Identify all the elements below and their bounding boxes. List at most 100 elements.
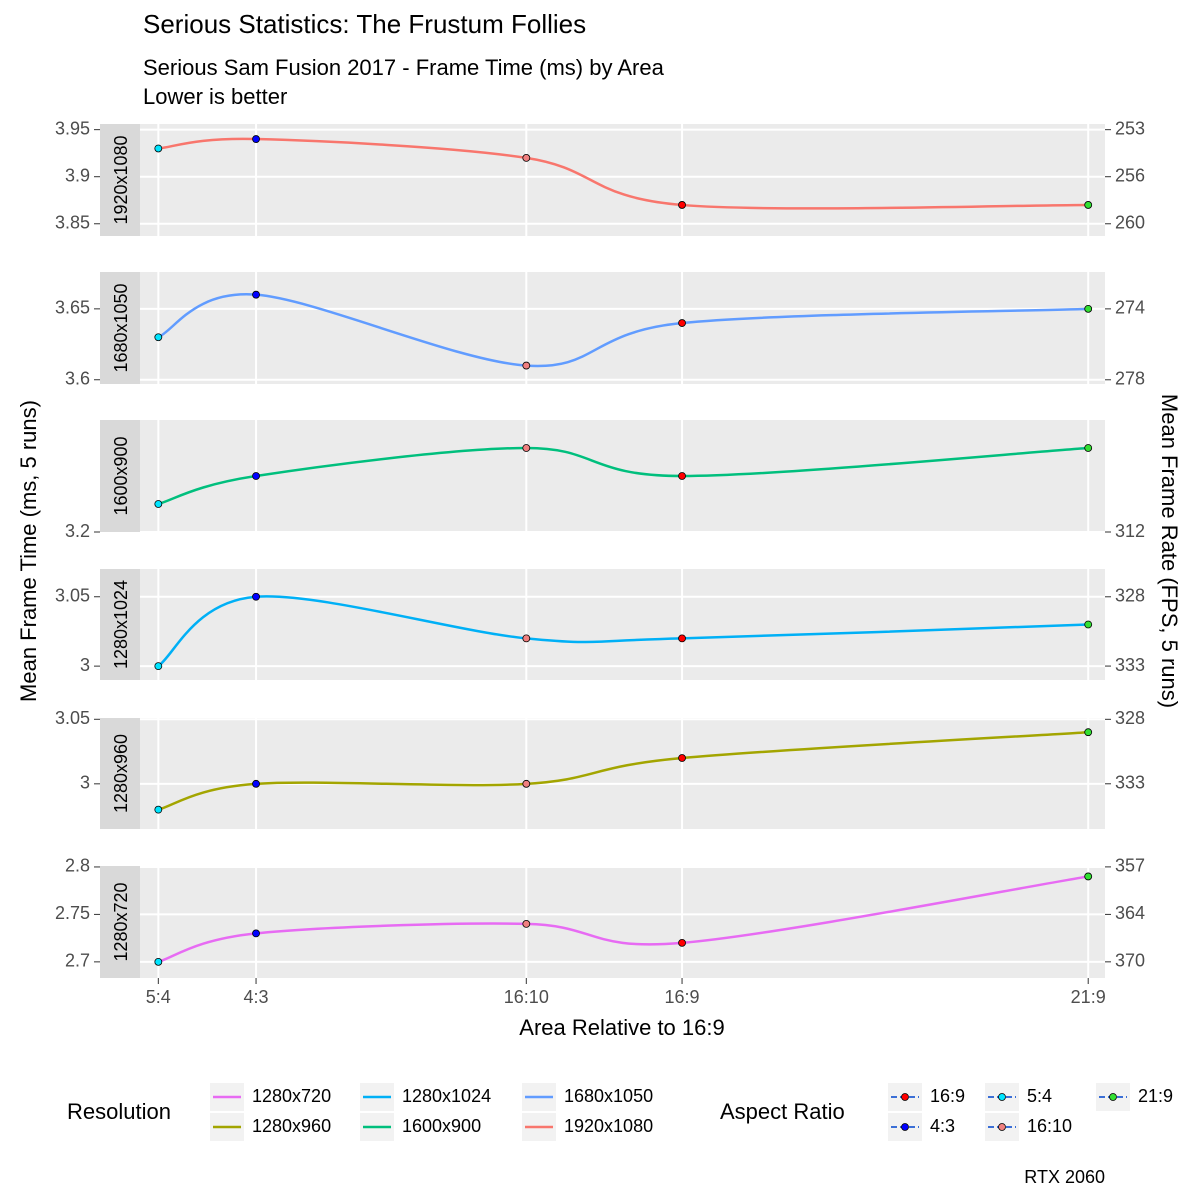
data-point [1084, 444, 1093, 452]
data-point [678, 634, 686, 643]
data-point [1084, 728, 1093, 737]
data-point [678, 319, 686, 327]
y2-tick-label: 256 [1115, 165, 1145, 185]
data-point [1084, 872, 1093, 881]
legend-label: 21:9 [1138, 1086, 1173, 1106]
data-point [678, 472, 686, 480]
data-point [522, 779, 531, 788]
legend-swatch [998, 1123, 1006, 1131]
y-axis-label: Mean Frame Time (ms, 5 runs) [16, 400, 41, 702]
y2-tick-label: 328 [1115, 708, 1145, 728]
legend-label: 1920x1080 [564, 1116, 653, 1136]
facet-strip [100, 420, 140, 532]
facet-label: 1280x960 [111, 734, 131, 813]
subtitle: Lower is better [143, 84, 287, 109]
data-point [1084, 201, 1093, 209]
series-line [157, 293, 1089, 368]
chart-title: Serious Statistics: The Frustum Follies [143, 9, 586, 39]
legend-swatch [901, 1123, 909, 1131]
data-point [522, 919, 531, 928]
data-point [252, 779, 260, 788]
panel [140, 272, 1105, 384]
legend-swatch [1109, 1093, 1117, 1101]
data-point [252, 472, 260, 480]
data-point [1084, 620, 1093, 629]
caption: RTX 2060 [1024, 1167, 1105, 1187]
data-point [154, 805, 163, 814]
y-tick-label: 2.7 [65, 951, 90, 971]
data-point [252, 290, 260, 299]
facet-label: 1280x1024 [111, 580, 131, 669]
data-point [252, 135, 260, 143]
y-tick-label: 3.6 [65, 368, 90, 388]
data-point [678, 754, 686, 762]
legend-label: 1280x1024 [402, 1086, 491, 1106]
y-tick-label: 3 [80, 773, 90, 793]
panel [140, 718, 1105, 829]
x-tick-label: 4:3 [244, 987, 269, 1007]
facet-label: 1280x720 [111, 882, 131, 961]
data-point [678, 938, 686, 947]
y-tick-label: 3.9 [65, 165, 90, 185]
legend-label: 1280x960 [252, 1116, 331, 1136]
panel [140, 866, 1105, 978]
legend-label: 1280x720 [252, 1086, 331, 1106]
legend-swatch [998, 1093, 1006, 1101]
data-point [154, 144, 163, 153]
facet-strip [100, 866, 140, 978]
y2-tick-label: 333 [1115, 655, 1145, 675]
legend-label: 5:4 [1027, 1086, 1052, 1106]
y2-tick-label: 328 [1115, 586, 1145, 606]
data-point [522, 153, 531, 162]
legend-label: 4:3 [930, 1116, 955, 1136]
legend-swatch [901, 1093, 909, 1101]
y-tick-label: 3.85 [55, 213, 90, 233]
y2-tick-label: 357 [1115, 856, 1145, 876]
x-tick-label: 21:9 [1071, 987, 1106, 1007]
legend-label: 1600x900 [402, 1116, 481, 1136]
data-point [522, 361, 531, 370]
y-tick-label: 3.65 [55, 298, 90, 318]
data-point [154, 333, 163, 342]
legend-label: 1680x1050 [564, 1086, 653, 1106]
y2-tick-label: 260 [1115, 213, 1145, 233]
y2-axis-label: Mean Frame Rate (FPS, 5 runs) [1157, 394, 1182, 708]
legend-title: Aspect Ratio [720, 1099, 845, 1124]
y2-tick-label: 274 [1115, 298, 1145, 318]
x-tick-label: 16:10 [504, 987, 549, 1007]
data-point [522, 634, 531, 643]
data-point [522, 444, 531, 452]
panel [140, 124, 1105, 236]
data-point [678, 201, 686, 209]
legend-label: 16:9 [930, 1086, 965, 1106]
facet-strip [100, 718, 140, 829]
y2-tick-label: 370 [1115, 951, 1145, 971]
data-point [154, 957, 163, 966]
y2-tick-label: 364 [1115, 903, 1145, 923]
y-tick-label: 3.05 [55, 586, 90, 606]
facet-strip [100, 124, 140, 236]
facet-label: 1680x1050 [111, 283, 131, 372]
data-point [154, 500, 163, 508]
series-line [157, 595, 1089, 668]
y-tick-label: 3.2 [65, 521, 90, 541]
y-tick-label: 2.75 [55, 903, 90, 923]
y2-tick-label: 312 [1115, 521, 1145, 541]
y2-tick-label: 253 [1115, 118, 1145, 138]
y2-tick-label: 278 [1115, 369, 1145, 389]
x-tick-label: 16:9 [665, 987, 700, 1007]
data-point [1084, 304, 1093, 313]
data-point [252, 592, 260, 601]
subtitle: Serious Sam Fusion 2017 - Frame Time (ms… [143, 55, 665, 80]
panel [140, 420, 1105, 532]
legend-title: Resolution [67, 1099, 171, 1124]
facet-strip [100, 569, 140, 680]
facet-label: 1920x1080 [111, 135, 131, 224]
x-axis-label: Area Relative to 16:9 [519, 1015, 724, 1040]
y2-tick-label: 333 [1115, 773, 1145, 793]
data-point [252, 929, 260, 938]
facet-label: 1600x900 [111, 436, 131, 515]
panel [140, 569, 1105, 680]
facet-strip [100, 272, 140, 384]
